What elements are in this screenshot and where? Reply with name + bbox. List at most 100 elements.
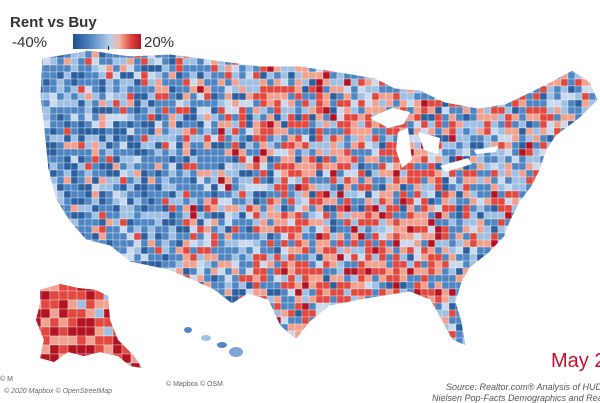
county-cell [287, 204, 296, 213]
county-cell [133, 232, 142, 241]
county-cell [539, 337, 548, 346]
county-cell [525, 337, 534, 346]
county-cell [553, 113, 562, 122]
county-cell [343, 267, 352, 276]
county-cell [399, 302, 408, 311]
county-cell [130, 353, 141, 364]
county-cell [581, 295, 590, 304]
county-cell [70, 211, 79, 220]
county-cell [329, 288, 338, 297]
county-cell [420, 50, 429, 59]
county-cell [49, 362, 60, 368]
county-cell [462, 183, 471, 192]
conus-outline [39, 49, 599, 347]
county-cell [287, 260, 296, 269]
county-cell [476, 113, 485, 122]
county-cell [441, 302, 450, 311]
county-cell [98, 204, 107, 213]
county-cell [406, 99, 415, 108]
county-cell [385, 190, 394, 199]
county-cell [42, 204, 51, 213]
county-cell [497, 155, 506, 164]
county-cell [203, 141, 212, 150]
county-cell [525, 141, 534, 150]
county-cell [224, 113, 233, 122]
county-cell [350, 204, 359, 213]
county-cell [595, 232, 598, 241]
county-cell [245, 309, 254, 318]
county-cell [49, 85, 58, 94]
county-cell [399, 309, 408, 318]
county-cell [581, 260, 590, 269]
county-cell [49, 120, 58, 129]
county-cell [546, 239, 555, 248]
county-cell [392, 302, 401, 311]
county-cell [581, 267, 590, 276]
county-cell [399, 211, 408, 220]
county-cell [85, 290, 96, 301]
county-cell [147, 183, 156, 192]
county-cell [525, 71, 534, 80]
county-cell [91, 99, 100, 108]
county-cell [105, 225, 114, 234]
county-cell [238, 330, 247, 339]
county-cell [40, 239, 44, 248]
county-cell [546, 162, 555, 171]
county-cell [497, 337, 506, 346]
county-cell [574, 50, 583, 52]
county-cell [476, 274, 485, 283]
county-cell [224, 190, 233, 199]
county-cell [504, 50, 513, 59]
county-cell [490, 162, 499, 171]
county-cell [103, 362, 114, 368]
county-cell [441, 309, 450, 318]
county-cell [595, 239, 598, 248]
county-cell [273, 344, 282, 346]
county-cell [154, 302, 163, 311]
county-cell [532, 211, 541, 220]
county-cell [371, 281, 380, 290]
county-cell [539, 246, 548, 255]
county-cell [413, 323, 422, 332]
county-cell [121, 299, 132, 310]
county-cell [329, 337, 338, 346]
county-cell [525, 57, 534, 66]
county-cell [595, 106, 598, 115]
county-cell [140, 225, 149, 234]
county-cell [175, 211, 184, 220]
county-cell [343, 106, 352, 115]
county-cell [301, 344, 310, 346]
county-cell [546, 309, 555, 318]
county-cell [350, 57, 359, 66]
county-cell [469, 281, 478, 290]
county-cell [462, 106, 471, 115]
county-cell [294, 197, 303, 206]
county-cell [294, 337, 303, 346]
county-cell [203, 190, 212, 199]
county-cell [574, 190, 583, 199]
county-cell [357, 302, 366, 311]
county-cell [560, 183, 569, 192]
county-cell [231, 92, 240, 101]
county-cell [196, 106, 205, 115]
county-cell [161, 288, 170, 297]
county-cell [406, 211, 415, 220]
county-cell [434, 85, 443, 94]
county-cell [252, 337, 261, 346]
county-cell [455, 274, 464, 283]
county-cell [266, 330, 275, 339]
county-cell [147, 323, 156, 332]
county-cell [259, 120, 268, 129]
county-cell [378, 183, 387, 192]
county-cell [273, 176, 282, 185]
county-cell [595, 260, 598, 269]
county-cell [343, 162, 352, 171]
county-cell [518, 183, 527, 192]
county-cell [399, 218, 408, 227]
county-cell [574, 78, 583, 87]
county-cell [252, 253, 261, 262]
county-cell [139, 335, 142, 346]
county-cell [343, 218, 352, 227]
county-cell [588, 113, 597, 122]
